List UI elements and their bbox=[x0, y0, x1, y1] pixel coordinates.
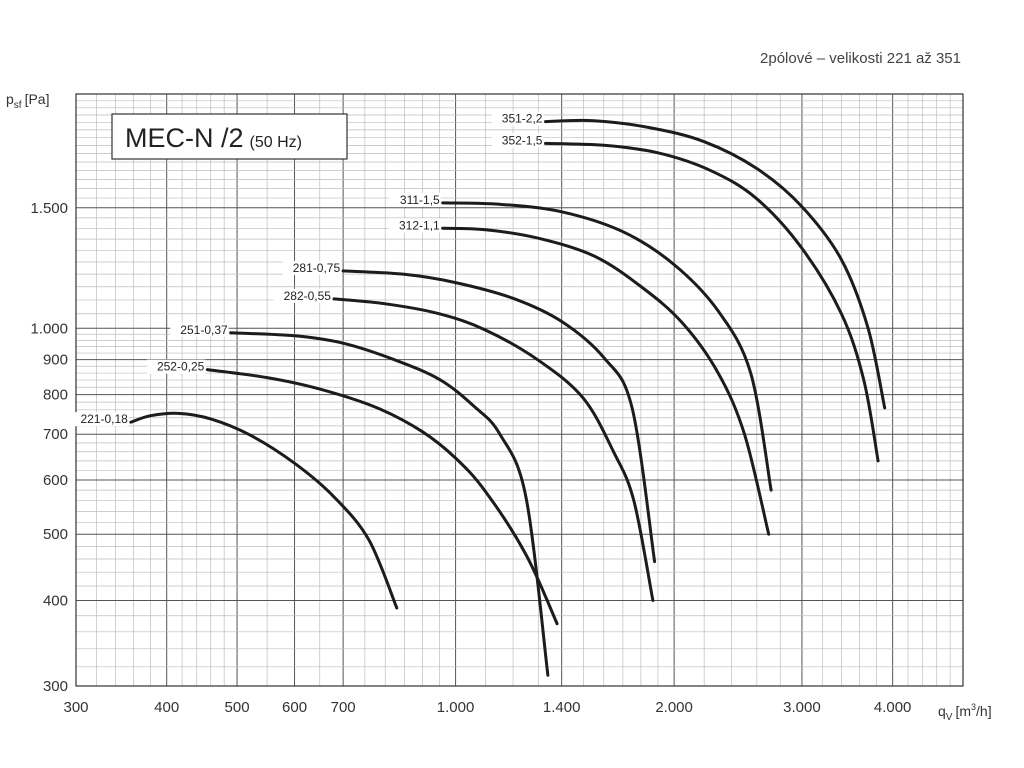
y-tick-label: 300 bbox=[43, 678, 68, 695]
curve-352-1,5 bbox=[544, 141, 880, 463]
y-tick-label: 900 bbox=[43, 352, 68, 369]
y-axis-subscript: sf bbox=[14, 100, 22, 111]
curve-label: 281-0,75 bbox=[293, 261, 341, 275]
curve-label: 351-2,2 bbox=[502, 112, 543, 126]
model-frequency: (50 Hz) bbox=[250, 134, 302, 151]
x-axis-symbol: q bbox=[938, 703, 946, 719]
x-tick-label: 1.400 bbox=[543, 699, 581, 716]
x-axis-title: qV [m3/h] bbox=[938, 702, 992, 723]
x-axis-subscript: V bbox=[946, 712, 953, 723]
curve-label: 221-0,18 bbox=[80, 412, 128, 426]
model-box-frame bbox=[111, 113, 348, 160]
y-tick-label: 1.500 bbox=[30, 200, 68, 217]
curve-282-0,55 bbox=[332, 297, 655, 602]
curve-label-background bbox=[491, 133, 544, 148]
curve-252-0,25 bbox=[205, 368, 559, 626]
curve-label-background bbox=[282, 260, 342, 275]
curve-281-0,75 bbox=[341, 269, 657, 564]
y-tick-label: 800 bbox=[43, 387, 68, 404]
model-box: MEC-N /2 (50 Hz) bbox=[111, 113, 348, 160]
curve-label-background bbox=[146, 359, 206, 374]
curve-251-0,37 bbox=[229, 331, 550, 677]
x-axis-unit-end: /h] bbox=[976, 703, 992, 719]
curve-label-background bbox=[389, 218, 441, 233]
curve-312-1,1 bbox=[441, 226, 771, 536]
y-axis-unit: [Pa] bbox=[25, 91, 50, 107]
performance-curves bbox=[129, 118, 887, 677]
chart-subtitle: 2pólové – velikosti 221 až 351 bbox=[760, 50, 961, 67]
y-tick-label: 400 bbox=[43, 593, 68, 610]
model-name-text: MEC-N /2 bbox=[125, 123, 244, 153]
y-axis-title: psf [Pa] bbox=[6, 91, 49, 111]
x-tick-label: 300 bbox=[63, 699, 88, 716]
y-tick-label: 1.000 bbox=[30, 320, 68, 337]
model-name: MEC-N /2 (50 Hz) bbox=[125, 123, 302, 153]
y-tick-label: 600 bbox=[43, 472, 68, 489]
y-tick-label: 500 bbox=[43, 526, 68, 543]
curve-label-background bbox=[170, 322, 229, 337]
x-tick-label: 2.000 bbox=[655, 699, 693, 716]
tick-labels: 300 400 500 600 700 1.000 1.400 2.000 3.000 4.000… bbox=[30, 200, 911, 716]
curve-351-2,2 bbox=[544, 118, 887, 410]
x-axis-unit-start: [m bbox=[955, 703, 971, 719]
x-tick-label: 700 bbox=[331, 699, 356, 716]
plot-frame bbox=[75, 93, 964, 687]
x-tick-label: 400 bbox=[154, 699, 179, 716]
curve-311-1,5 bbox=[441, 201, 773, 492]
curve-221-0,18 bbox=[129, 411, 399, 610]
x-tick-label: 3.000 bbox=[783, 699, 821, 716]
curve-label-background bbox=[273, 288, 332, 303]
curve-label-background bbox=[70, 412, 129, 427]
x-tick-label: 500 bbox=[225, 699, 250, 716]
plot-grid bbox=[76, 94, 963, 686]
x-tick-label: 4.000 bbox=[874, 699, 912, 716]
curve-label: 252-0,25 bbox=[157, 360, 205, 374]
curve-label-background bbox=[491, 111, 544, 126]
curve-label: 251-0,37 bbox=[180, 323, 228, 337]
curve-label-background bbox=[389, 192, 441, 207]
x-tick-label: 1.000 bbox=[437, 699, 475, 716]
y-axis-symbol: p bbox=[6, 91, 14, 107]
curve-labels: 221-0,18 252-0,25 251-0,37 282-0,55 281-0,75… bbox=[70, 111, 544, 427]
curve-label: 312-1,1 bbox=[399, 218, 440, 232]
curve-label: 282-0,55 bbox=[284, 289, 332, 303]
curve-label: 352-1,5 bbox=[502, 133, 543, 147]
x-axis-unit-superscript: 3 bbox=[971, 702, 976, 712]
y-tick-label: 700 bbox=[43, 426, 68, 443]
x-tick-label: 600 bbox=[282, 699, 307, 716]
curve-label: 311-1,5 bbox=[400, 193, 440, 207]
